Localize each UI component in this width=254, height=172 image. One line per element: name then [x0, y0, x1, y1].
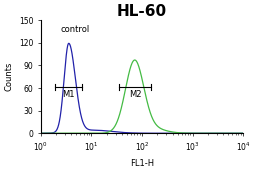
Y-axis label: Counts: Counts [4, 62, 13, 92]
Title: HL-60: HL-60 [117, 4, 167, 19]
X-axis label: FL1-H: FL1-H [130, 159, 154, 168]
Text: M1: M1 [62, 90, 75, 99]
Text: control: control [60, 25, 89, 34]
Text: M2: M2 [129, 90, 141, 99]
